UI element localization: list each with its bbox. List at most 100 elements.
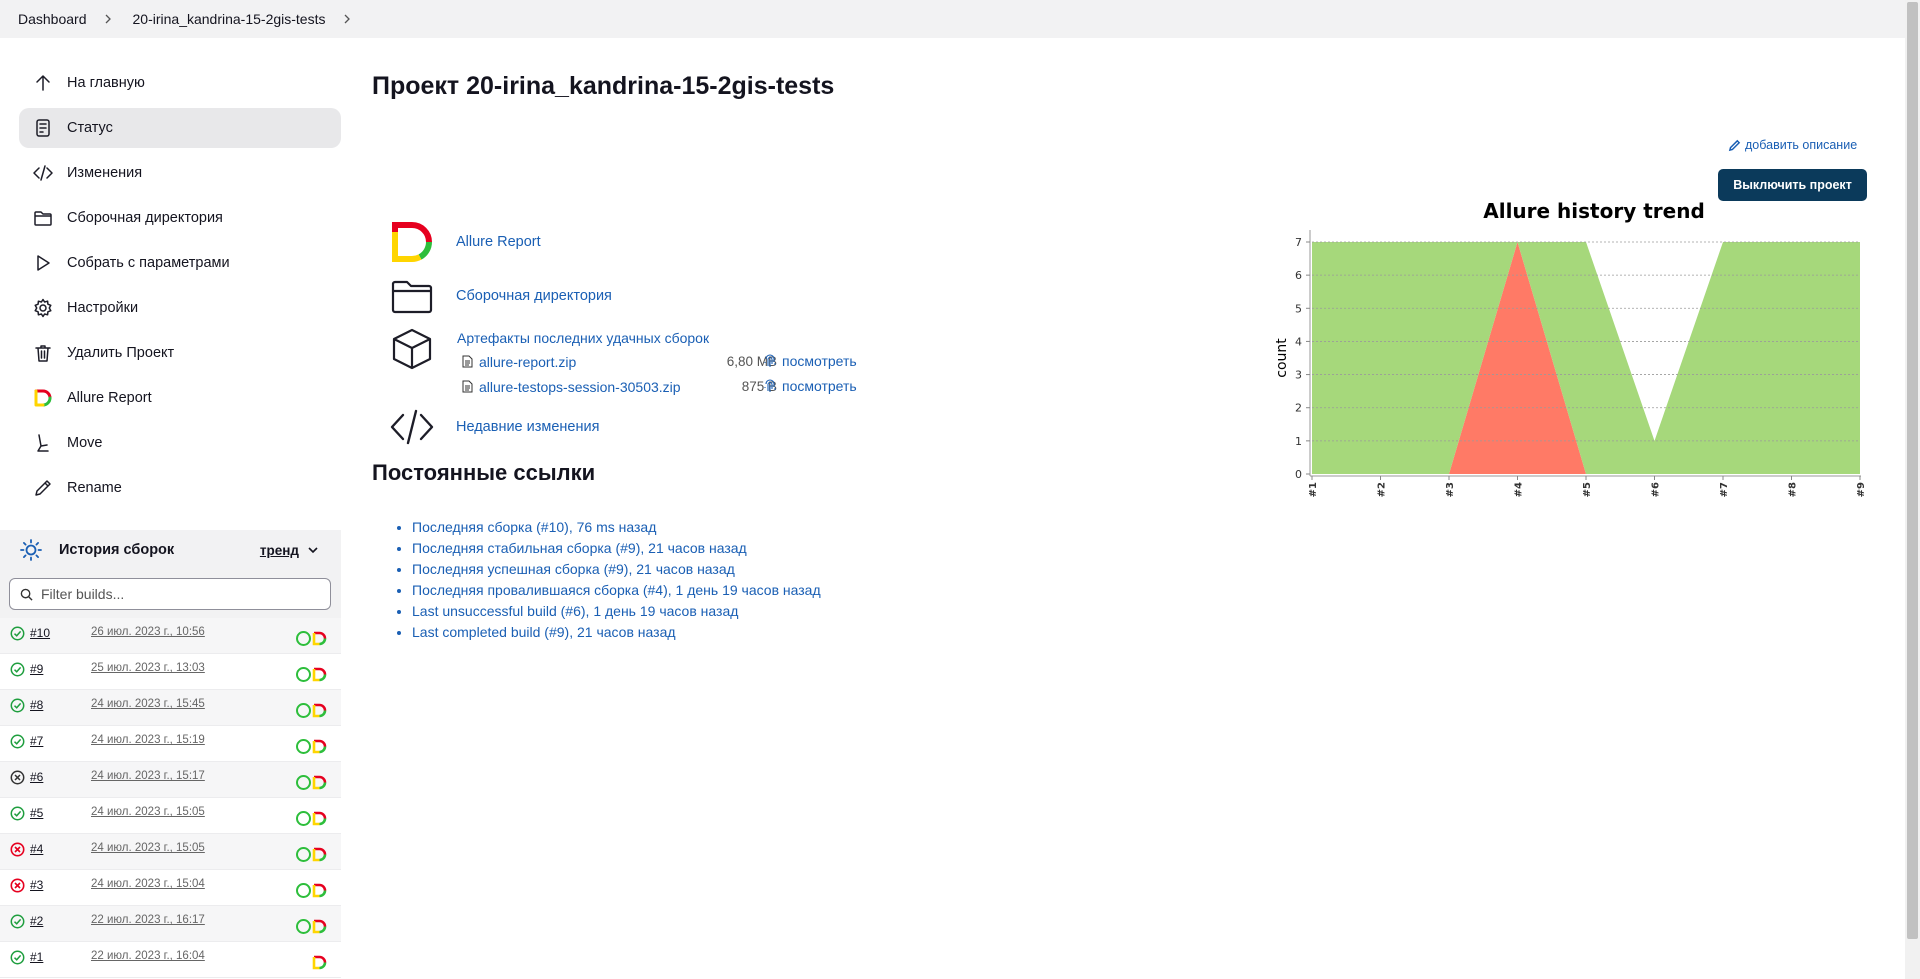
- artifact-row: allure-testops-session-30503.zip 875 B п…: [457, 375, 877, 400]
- build-date-link[interactable]: 24 июл. 2023 г., 15:45: [91, 698, 205, 710]
- allure-report-row: Allure Report: [390, 220, 541, 264]
- allure-icon[interactable]: [312, 775, 327, 790]
- build-date-link[interactable]: 25 июл. 2023 г., 13:03: [91, 662, 205, 674]
- allure-icon[interactable]: [312, 919, 327, 934]
- build-date-link[interactable]: 26 июл. 2023 г., 10:56: [91, 626, 205, 638]
- build-date-link[interactable]: 24 июл. 2023 г., 15:05: [91, 806, 205, 818]
- sidebar-item-settings[interactable]: Настройки: [19, 288, 341, 328]
- recent-changes-row: Недавние изменения: [390, 405, 599, 449]
- build-number-link[interactable]: #7: [30, 734, 44, 748]
- build-row[interactable]: #8 24 июл. 2023 г., 15:45: [0, 690, 341, 726]
- filter-builds-input[interactable]: [41, 586, 321, 602]
- sidebar-item-delete-project[interactable]: Удалить Проект: [19, 333, 341, 373]
- artifact-link[interactable]: allure-testops-session-30503.zip: [479, 379, 681, 395]
- add-description-label: добавить описание: [1745, 138, 1858, 152]
- breadcrumb-project[interactable]: 20-irina_kandrina-15-2gis-tests: [132, 11, 326, 27]
- build-badges: [312, 955, 327, 970]
- build-row[interactable]: #7 24 июл. 2023 г., 15:19: [0, 726, 341, 762]
- fingerprint-icon: [764, 379, 776, 392]
- sidebar-item-move[interactable]: Move: [19, 423, 341, 463]
- sidebar-item-rename[interactable]: Rename: [19, 468, 341, 508]
- testops-ring-icon[interactable]: [296, 703, 311, 718]
- allure-icon[interactable]: [312, 667, 327, 682]
- build-row[interactable]: #4 24 июл. 2023 г., 15:05: [0, 834, 341, 870]
- build-date-link[interactable]: 22 июл. 2023 г., 16:04: [91, 950, 205, 962]
- sidebar-item-workspace[interactable]: Сборочная директория: [19, 198, 341, 238]
- build-date-link[interactable]: 22 июл. 2023 г., 16:17: [91, 914, 205, 926]
- testops-ring-icon[interactable]: [296, 775, 311, 790]
- allure-icon[interactable]: [312, 631, 327, 646]
- build-number-link[interactable]: #3: [30, 878, 44, 892]
- build-number-link[interactable]: #6: [30, 770, 44, 784]
- testops-ring-icon[interactable]: [296, 739, 311, 754]
- disable-project-button[interactable]: Выключить проект: [1718, 169, 1867, 201]
- artifact-link[interactable]: allure-report.zip: [479, 354, 577, 370]
- chart-x-tick-label: #1: [1308, 482, 1319, 497]
- permalink-last-stable[interactable]: Последняя стабильная сборка (#9), 21 час…: [412, 540, 747, 556]
- sidebar-item-build-with-params[interactable]: Собрать с параметрами: [19, 243, 341, 283]
- chart-y-tick-label: 3: [1295, 369, 1302, 382]
- permalink-last-failed[interactable]: Последняя провалившаяся сборка (#4), 1 д…: [412, 582, 821, 598]
- build-row[interactable]: #6 24 июл. 2023 г., 15:17: [0, 762, 341, 798]
- artifacts-title-link[interactable]: Артефакты последних удачных сборок: [457, 330, 710, 346]
- trend-link[interactable]: тренд: [259, 542, 299, 558]
- build-row[interactable]: #3 24 июл. 2023 г., 15:04: [0, 870, 341, 906]
- permalink-last-unsuccessful[interactable]: Last unsuccessful build (#6), 1 день 19 …: [412, 603, 739, 619]
- build-number-link[interactable]: #8: [30, 698, 44, 712]
- build-row[interactable]: #5 24 июл. 2023 г., 15:05: [0, 798, 341, 834]
- pencil-icon: [1728, 139, 1741, 151]
- testops-ring-icon[interactable]: [296, 847, 311, 862]
- testops-ring-icon[interactable]: [296, 883, 311, 898]
- build-date-link[interactable]: 24 июл. 2023 г., 15:17: [91, 770, 205, 782]
- build-number-link[interactable]: #10: [30, 626, 51, 640]
- sidebar-item-changes[interactable]: Изменения: [19, 153, 341, 193]
- breadcrumb-dashboard[interactable]: Dashboard: [18, 11, 87, 27]
- chevron-right-icon[interactable]: [342, 14, 352, 24]
- sidebar-item-allure-report[interactable]: Allure Report: [19, 378, 341, 418]
- build-date-link[interactable]: 24 июл. 2023 г., 15:04: [91, 878, 205, 890]
- build-number-link[interactable]: #5: [30, 806, 44, 820]
- allure-history-trend-chart[interactable]: Allure history trend 0 1 2 3 4 5 6 7 #1 #2 #3 #4 #5 #6…: [1270, 196, 1870, 506]
- chevron-down-icon[interactable]: [307, 544, 319, 556]
- permalink-last-successful[interactable]: Последняя успешная сборка (#9), 21 часов…: [412, 561, 735, 577]
- build-list: #10 26 июл. 2023 г., 10:56 #9 25 июл. 2023 …: [0, 618, 341, 978]
- testops-ring-icon[interactable]: [296, 811, 311, 826]
- page-scrollbar[interactable]: [1905, 0, 1920, 979]
- testops-ring-icon[interactable]: [296, 631, 311, 646]
- build-date-link[interactable]: 24 июл. 2023 г., 15:19: [91, 734, 205, 746]
- allure-icon[interactable]: [312, 739, 327, 754]
- success-icon: [10, 914, 25, 929]
- permalink-last-completed[interactable]: Last completed build (#9), 21 часов наза…: [412, 624, 676, 640]
- code-icon: [390, 405, 434, 449]
- recent-changes-link[interactable]: Недавние изменения: [456, 419, 600, 435]
- allure-report-link[interactable]: Allure Report: [456, 234, 541, 250]
- build-number-link[interactable]: #4: [30, 842, 44, 856]
- sidebar-item-home[interactable]: На главную: [19, 63, 341, 103]
- build-row[interactable]: #10 26 июл. 2023 г., 10:56: [0, 618, 341, 654]
- chevron-right-icon[interactable]: [103, 14, 113, 24]
- build-number-link[interactable]: #1: [30, 950, 44, 964]
- chart-x-tick-label: #5: [1582, 482, 1593, 497]
- testops-ring-icon[interactable]: [296, 667, 311, 682]
- sidebar-item-label: Move: [67, 435, 103, 451]
- allure-icon[interactable]: [312, 703, 327, 718]
- sidebar-item-status[interactable]: Статус: [19, 108, 341, 148]
- build-history-header: История сборок тренд: [0, 530, 341, 570]
- build-row[interactable]: #1 22 июл. 2023 г., 16:04: [0, 942, 341, 978]
- permalink-last-build[interactable]: Последняя сборка (#10), 76 ms назад: [412, 519, 657, 535]
- artifact-view-link[interactable]: посмотреть: [763, 378, 857, 394]
- workspace-link[interactable]: Сборочная директория: [456, 288, 612, 304]
- build-row[interactable]: #9 25 июл. 2023 г., 13:03: [0, 654, 341, 690]
- scrollbar-thumb[interactable]: [1907, 2, 1918, 939]
- build-number-link[interactable]: #9: [30, 662, 44, 676]
- allure-icon[interactable]: [312, 883, 327, 898]
- allure-icon[interactable]: [312, 811, 327, 826]
- artifact-view-link[interactable]: посмотреть: [763, 353, 857, 369]
- allure-icon[interactable]: [312, 847, 327, 862]
- allure-icon[interactable]: [312, 955, 327, 970]
- testops-ring-icon[interactable]: [296, 919, 311, 934]
- build-row[interactable]: #2 22 июл. 2023 г., 16:17: [0, 906, 341, 942]
- build-date-link[interactable]: 24 июл. 2023 г., 15:05: [91, 842, 205, 854]
- build-number-link[interactable]: #2: [30, 914, 44, 928]
- add-description-link[interactable]: добавить описание: [1728, 138, 1857, 152]
